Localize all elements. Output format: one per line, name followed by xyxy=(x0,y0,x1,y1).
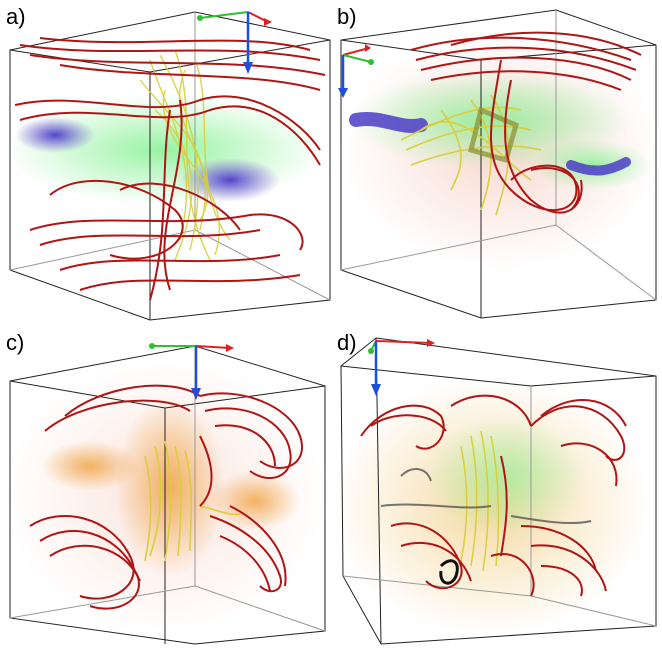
bounding-box xyxy=(340,337,657,645)
panel-b: b) xyxy=(331,0,662,326)
blue-tube xyxy=(566,157,631,176)
axis-gizmo xyxy=(197,11,272,74)
red-streamlines xyxy=(360,394,627,597)
panel-label: a) xyxy=(6,4,26,29)
yellow-streamlines xyxy=(144,440,241,562)
volume-rendering xyxy=(5,343,326,645)
panel-a: a) xyxy=(0,0,331,326)
volume-rendering xyxy=(331,337,657,645)
axis-gizmo xyxy=(368,339,435,396)
volume-rendering xyxy=(5,11,331,321)
axis-gizmo xyxy=(149,343,234,400)
red-streamlines xyxy=(14,37,326,301)
panel-label: c) xyxy=(6,330,25,355)
blue-volume xyxy=(15,117,95,153)
red-streamlines xyxy=(29,384,303,610)
panel-d: d) xyxy=(331,326,662,652)
red-streamlines xyxy=(410,31,642,214)
volume-rendering xyxy=(338,9,661,319)
axis-gizmo xyxy=(338,44,374,98)
panel-label: d) xyxy=(337,330,357,355)
panel-label: b) xyxy=(337,4,357,29)
blue-tube xyxy=(349,112,428,133)
panel-c: c) xyxy=(0,326,331,652)
bounding-box xyxy=(340,9,657,319)
